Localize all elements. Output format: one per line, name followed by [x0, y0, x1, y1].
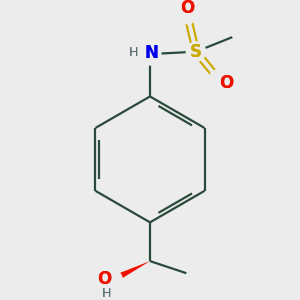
Text: O: O: [97, 270, 111, 288]
Text: O: O: [219, 74, 233, 92]
Text: N: N: [144, 44, 158, 62]
Text: S: S: [190, 43, 202, 61]
Circle shape: [186, 42, 206, 62]
Circle shape: [209, 70, 226, 87]
Text: O: O: [219, 74, 233, 92]
Text: S: S: [190, 43, 202, 61]
Circle shape: [179, 7, 196, 24]
Text: O: O: [180, 0, 195, 17]
Text: H: H: [128, 46, 138, 59]
Text: H: H: [102, 287, 111, 300]
Text: N: N: [144, 44, 158, 62]
Circle shape: [105, 271, 122, 288]
Polygon shape: [112, 261, 150, 283]
Text: O: O: [97, 270, 111, 288]
Text: H: H: [128, 46, 138, 59]
Text: H: H: [102, 287, 111, 300]
Circle shape: [139, 43, 161, 65]
Text: O: O: [180, 0, 195, 17]
